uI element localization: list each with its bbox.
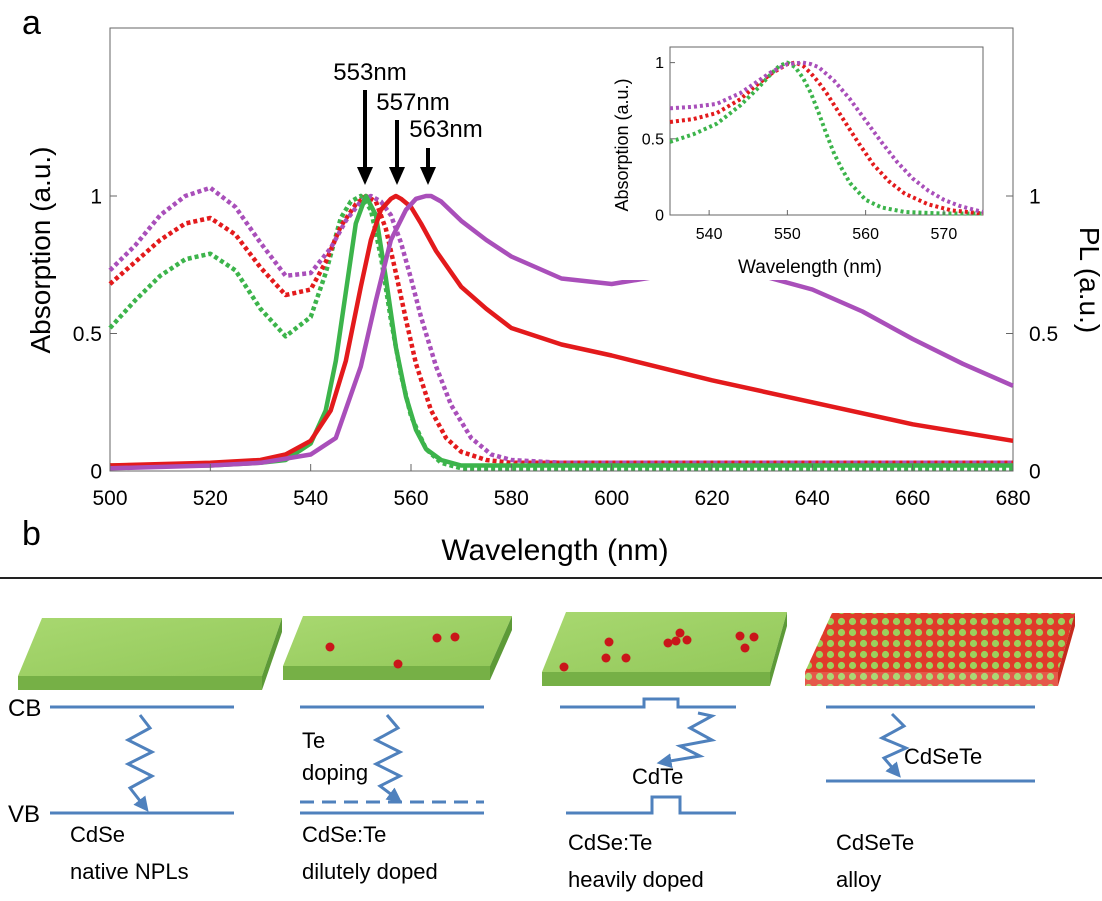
peak-annotation-arrow-head bbox=[357, 167, 373, 185]
main-y-tick-label: 0 bbox=[90, 460, 102, 483]
main-x-tick-label: 660 bbox=[895, 487, 930, 510]
inset-y-axis-label: Absorption (a.u.) bbox=[612, 78, 632, 211]
inset-x-tick-label: 540 bbox=[696, 226, 723, 243]
inset-x-tick-label: 550 bbox=[774, 226, 801, 243]
main-x-tick-label: 580 bbox=[494, 487, 529, 510]
main-pl-green-line bbox=[110, 193, 1013, 468]
main-chart: 500 520 540 560 580 600 620 640 660 680 00.51 00.… bbox=[25, 27, 1102, 567]
te-dopant-dots bbox=[325, 632, 460, 669]
inset-x-tick-label: 560 bbox=[852, 226, 879, 243]
peak-annotation-arrow-head bbox=[420, 167, 436, 185]
slab-cdse bbox=[18, 618, 282, 690]
main-x-tick-label: 600 bbox=[594, 487, 629, 510]
inset-x-ticks: 540 550 560 570 bbox=[696, 210, 958, 243]
inset-background bbox=[603, 40, 1003, 280]
label-heavy-line1: CdSe:Te bbox=[568, 830, 652, 855]
peak-annotation-arrow-head bbox=[389, 167, 405, 185]
inset-purple-line bbox=[669, 60, 984, 214]
slab-dilute bbox=[283, 616, 512, 680]
peak-annotation-label: 553nm bbox=[333, 59, 406, 86]
main-y2-tick-label: 1 bbox=[1029, 185, 1041, 208]
main-pl-red-line bbox=[109, 193, 1014, 468]
slab-alloy bbox=[805, 613, 1075, 686]
main-pl-purple-line bbox=[109, 193, 1014, 471]
label-cdse-line1: CdSe bbox=[70, 822, 125, 847]
annotation-doping: doping bbox=[302, 760, 368, 785]
annotation-cdte: CdTe bbox=[632, 764, 683, 789]
label-heavy-line2: heavily doped bbox=[568, 867, 704, 892]
main-y2-tick-label: 0 bbox=[1029, 460, 1041, 483]
label-alloy-line1: CdSeTe bbox=[836, 830, 914, 855]
inset-x-tick-label: 570 bbox=[931, 226, 958, 243]
annotation-te: Te bbox=[302, 728, 325, 753]
main-x-tick-label: 640 bbox=[795, 487, 830, 510]
main-absorption-purple-line bbox=[108, 185, 1013, 466]
main-y-ticks: 00.51 bbox=[73, 185, 117, 483]
slab-heavy bbox=[542, 612, 787, 686]
panel-a-label: a bbox=[22, 4, 41, 42]
inset-chart: 540 550 560 570 00.51 Wavelength (nm) Absor… bbox=[603, 40, 1003, 280]
vb-label: VB bbox=[8, 801, 40, 828]
main-x-tick-label: 540 bbox=[293, 487, 328, 510]
inset-red-line bbox=[669, 60, 984, 216]
main-y-tick-label: 0.5 bbox=[73, 323, 102, 346]
main-x-tick-label: 520 bbox=[193, 487, 228, 510]
emission-arrow-cdse bbox=[124, 714, 156, 812]
main-series-group bbox=[108, 185, 1014, 471]
emission-arrow-heavy bbox=[656, 711, 717, 769]
cb-label: CB bbox=[8, 695, 41, 722]
inset-plot-frame bbox=[669, 46, 984, 216]
emission-arrow-dilute bbox=[372, 714, 404, 803]
cb-line-heavy bbox=[560, 697, 736, 709]
main-x-tick-label: 620 bbox=[694, 487, 729, 510]
inset-y-tick-label: 0.5 bbox=[642, 131, 664, 148]
main-plot-frame bbox=[109, 27, 1014, 472]
main-y2-ticks: 00.51 bbox=[1006, 185, 1058, 483]
main-x-ticks: 500 520 540 560 580 600 620 640 660 680 bbox=[92, 464, 1031, 510]
annotation-cdsete: CdSeTe bbox=[904, 744, 982, 769]
emission-arrow-alloy bbox=[878, 712, 910, 778]
panel-b-label: b bbox=[22, 515, 41, 553]
label-cdse-line2: native NPLs bbox=[70, 859, 189, 884]
main-x-tick-label: 680 bbox=[995, 487, 1030, 510]
inset-x-axis-label: Wavelength (nm) bbox=[738, 257, 882, 278]
label-alloy-line2: alloy bbox=[836, 867, 881, 892]
inset-y-ticks: 00.51 bbox=[642, 55, 675, 225]
inset-series-group bbox=[669, 60, 984, 216]
main-y2-axis-label: PL (a.u.) bbox=[1074, 227, 1102, 333]
main-x-tick-label: 500 bbox=[92, 487, 127, 510]
peak-annotation-label: 557nm bbox=[376, 89, 449, 116]
band-diagram: CB VB CdSe native NPLs Te doping CdSe:Te… bbox=[8, 612, 1075, 892]
label-dilute-line2: dilutely doped bbox=[302, 859, 438, 884]
cdte-cluster-dots bbox=[559, 628, 759, 672]
main-y-tick-label: 1 bbox=[90, 185, 102, 208]
main-x-tick-label: 560 bbox=[393, 487, 428, 510]
label-dilute-line1: CdSe:Te bbox=[302, 822, 386, 847]
main-x-axis-label: Wavelength (nm) bbox=[441, 534, 668, 567]
main-y-axis-label: Absorption (a.u.) bbox=[25, 147, 56, 354]
inset-y-tick-label: 1 bbox=[655, 55, 664, 72]
inset-y-tick-label: 0 bbox=[655, 208, 664, 225]
peak-annotation-label: 563nm bbox=[409, 116, 482, 143]
vb-line-heavy bbox=[566, 795, 736, 815]
main-y2-tick-label: 0.5 bbox=[1029, 323, 1058, 346]
main-absorption-green-line bbox=[108, 193, 1013, 471]
